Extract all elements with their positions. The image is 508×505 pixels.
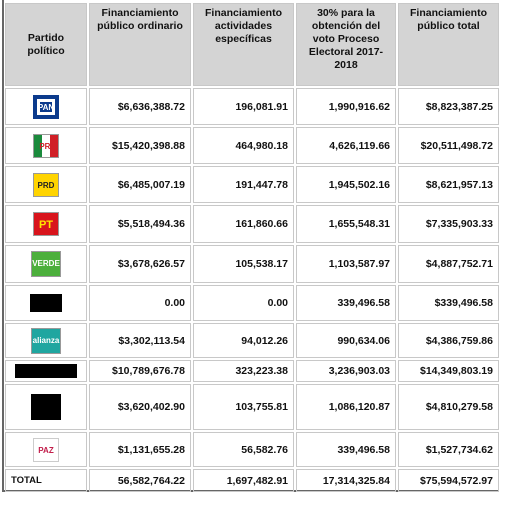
amount-cell: $339,496.58 <box>398 285 499 321</box>
party-cell: PT <box>5 205 87 243</box>
header-cell: Financiamiento actividades específicas <box>193 3 294 86</box>
amount-cell: $6,485,007.19 <box>89 166 191 203</box>
amount-cell: $4,386,759.86 <box>398 323 499 358</box>
amount-cell: 94,012.26 <box>193 323 294 358</box>
redacted-logo <box>15 364 77 378</box>
amount-cell: 323,223.38 <box>193 360 294 382</box>
amount-cell: 1,655,548.31 <box>296 205 396 243</box>
party-row: alianza $3,302,113.54 94,012.26 990,634.06 $… <box>5 323 499 358</box>
amount-cell: $15,420,398.88 <box>89 127 191 164</box>
amount-cell: $10,789,676.78 <box>89 360 191 382</box>
party-row: PAN $6,636,388.72 196,081.91 1,990,916.62 $8… <box>5 88 499 125</box>
total-row: TOTAL 56,582,764.22 1,697,482.91 17,314,325… <box>5 469 499 492</box>
party-logo: PRD <box>33 172 59 197</box>
party-cell: alianza <box>5 323 87 358</box>
party-logo: PAZ <box>33 437 59 462</box>
party-cell: PRD <box>5 166 87 203</box>
amount-cell: $20,511,498.72 <box>398 127 499 164</box>
total-label: TOTAL <box>5 469 87 492</box>
amount-cell: $3,678,626.57 <box>89 245 191 283</box>
party-row: PT $5,518,494.36 161,860.66 1,655,548.31 $7,… <box>5 205 499 243</box>
amount-cell: $4,810,279.58 <box>398 384 499 430</box>
amount-cell: 191,447.78 <box>193 166 294 203</box>
amount-cell: 464,980.18 <box>193 127 294 164</box>
party-row: PRI $15,420,398.88 464,980.18 4,626,119.66 $… <box>5 127 499 164</box>
amount-cell: 4,626,119.66 <box>296 127 396 164</box>
total-cell: 1,697,482.91 <box>193 469 294 492</box>
header-cell: Financiamiento público total <box>398 3 499 86</box>
party-logo: alianza <box>31 327 61 354</box>
party-logo: PRI <box>33 133 59 158</box>
total-cell: 17,314,325.84 <box>296 469 396 492</box>
amount-cell: $14,349,803.19 <box>398 360 499 382</box>
amount-cell: 103,755.81 <box>193 384 294 430</box>
party-logo: VERDE <box>31 251 61 277</box>
amount-cell: 1,945,502.16 <box>296 166 396 203</box>
amount-cell: $5,518,494.36 <box>89 205 191 243</box>
party-row: 0.00 0.00 339,496.58 $339,496.58 <box>5 285 499 321</box>
party-cell <box>5 384 87 430</box>
amount-cell: $1,527,734.62 <box>398 432 499 467</box>
amount-cell: $3,302,113.54 <box>89 323 191 358</box>
amount-cell: $4,887,752.71 <box>398 245 499 283</box>
amount-cell: $8,823,387.25 <box>398 88 499 125</box>
amount-cell: 1,990,916.62 <box>296 88 396 125</box>
party-logo: PAN <box>33 94 59 119</box>
header-cell: Financiamiento público ordinario <box>89 3 191 86</box>
funding-table: Partido político Financiamiento público o… <box>3 1 501 494</box>
party-row: VERDE $3,678,626.57 105,538.17 1,103,587.97… <box>5 245 499 283</box>
amount-cell: 196,081.91 <box>193 88 294 125</box>
amount-cell: 339,496.58 <box>296 432 396 467</box>
party-cell: PAN <box>5 88 87 125</box>
amount-cell: 3,236,903.03 <box>296 360 396 382</box>
amount-cell: 0.00 <box>89 285 191 321</box>
party-cell: PAZ <box>5 432 87 467</box>
party-cell: VERDE <box>5 245 87 283</box>
amount-cell: 990,634.06 <box>296 323 396 358</box>
amount-cell: 105,538.17 <box>193 245 294 283</box>
party-cell: PRI <box>5 127 87 164</box>
amount-cell: $7,335,903.33 <box>398 205 499 243</box>
total-cell: $75,594,572.97 <box>398 469 499 492</box>
header-row: Partido político Financiamiento público o… <box>5 3 499 86</box>
amount-cell: 1,086,120.87 <box>296 384 396 430</box>
amount-cell: $1,131,655.28 <box>89 432 191 467</box>
redacted-logo <box>31 394 61 420</box>
amount-cell: 339,496.58 <box>296 285 396 321</box>
total-cell: 56,582,764.22 <box>89 469 191 492</box>
party-row: PRD $6,485,007.19 191,447.78 1,945,502.16 $8… <box>5 166 499 203</box>
amount-cell: 161,860.66 <box>193 205 294 243</box>
table-body: PAN $6,636,388.72 196,081.91 1,990,916.62 $8… <box>5 88 499 492</box>
party-cell <box>5 285 87 321</box>
header-cell: Partido político <box>5 3 87 86</box>
amount-cell: $8,621,957.13 <box>398 166 499 203</box>
party-logo: PT <box>33 212 59 236</box>
header-cell: 30% para la obtención del voto Proceso E… <box>296 3 396 86</box>
amount-cell: $3,620,402.90 <box>89 384 191 430</box>
party-row: PAZ $1,131,655.28 56,582.76 339,496.58 $1,52… <box>5 432 499 467</box>
party-row: $3,620,402.90 103,755.81 1,086,120.87 $4,81… <box>5 384 499 430</box>
party-row: $10,789,676.78 323,223.38 3,236,903.03 $14,… <box>5 360 499 382</box>
amount-cell: $6,636,388.72 <box>89 88 191 125</box>
amount-cell: 0.00 <box>193 285 294 321</box>
redacted-logo <box>30 294 62 312</box>
amount-cell: 56,582.76 <box>193 432 294 467</box>
party-cell <box>5 360 87 382</box>
amount-cell: 1,103,587.97 <box>296 245 396 283</box>
